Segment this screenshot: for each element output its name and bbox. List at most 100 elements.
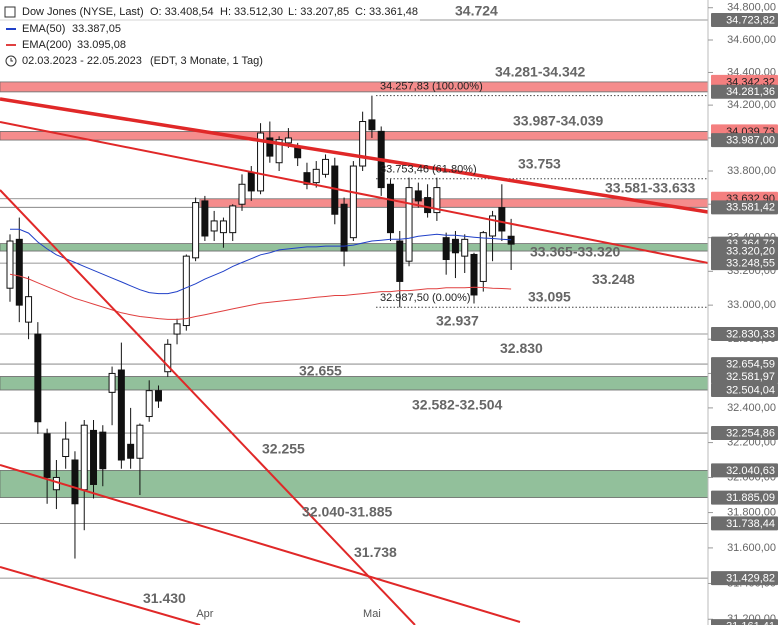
candle-body <box>275 139 283 164</box>
candle-body <box>99 431 107 470</box>
y-tick-label: 31.800,00 <box>727 506 776 518</box>
candle-body <box>433 187 441 214</box>
price-box-label: 34.723,82 <box>726 14 775 26</box>
candle-body <box>210 220 218 232</box>
ohlc-high: H: 33.512,30 <box>220 6 283 18</box>
zone-label: 34.281-34.342 <box>495 64 586 80</box>
candle-body <box>303 172 311 185</box>
candle-body <box>164 343 172 373</box>
candle-body <box>71 459 79 505</box>
candle-body <box>238 183 246 205</box>
zone <box>0 376 709 391</box>
candle-body <box>349 165 357 239</box>
price-box-label: 31.161,41 <box>726 621 775 625</box>
candle-body <box>405 187 413 262</box>
price-box <box>711 256 778 271</box>
price-box-label: 32.830,33 <box>726 328 775 340</box>
price-box <box>711 327 778 342</box>
candle-body <box>247 172 255 192</box>
zone <box>0 131 709 141</box>
candle-body <box>43 433 51 478</box>
x-tick-label: Mai <box>363 608 381 620</box>
price-box <box>711 382 778 397</box>
price-box-label: 32.040,63 <box>726 465 775 477</box>
candle-body <box>173 323 181 335</box>
candle-body <box>136 424 144 459</box>
y-tick-label: 34.800,00 <box>727 2 776 14</box>
ema-line <box>10 228 512 295</box>
zone-label: 32.582-32.504 <box>412 397 503 413</box>
candle-body <box>312 168 320 184</box>
clock-icon <box>5 55 17 67</box>
trend-line <box>0 121 709 264</box>
ohlc-close: C: 33.361,48 <box>355 6 418 18</box>
price-box-label: 33.581,42 <box>726 202 775 214</box>
price-box <box>711 571 778 586</box>
price-box <box>711 357 778 372</box>
candle-body <box>145 390 153 418</box>
x-tick-label: Apr <box>196 608 213 620</box>
candle-body <box>257 132 265 192</box>
price-box-label: 33.248,55 <box>726 258 775 270</box>
candle-body <box>127 443 135 459</box>
y-tick-label: 33.000,00 <box>727 299 776 311</box>
candle-body <box>442 237 450 261</box>
level-label: 32.830 <box>500 340 543 356</box>
price-box <box>711 463 778 478</box>
zone-label: 33.581-33.633 <box>605 180 696 196</box>
y-tick-label: 34.200,00 <box>727 99 776 111</box>
candle-body <box>80 424 88 491</box>
zone-label: 33.987-34.039 <box>513 113 604 129</box>
ema-line <box>9 273 512 320</box>
candle-body <box>6 240 14 289</box>
range-info: (EDT, 3 Monate, 1 Tag) <box>150 55 263 67</box>
trend-line <box>0 566 201 625</box>
level-label: 34.724 <box>455 3 498 19</box>
candle-body <box>368 119 376 131</box>
y-tick-label: 31.600,00 <box>727 542 776 554</box>
candle-body <box>386 183 394 234</box>
price-box-label: 33.987,00 <box>726 135 775 147</box>
candle-body <box>396 240 404 282</box>
price-box-label: 31.429,82 <box>726 573 775 585</box>
price-box <box>711 426 778 441</box>
instrument-icon <box>4 6 16 18</box>
trend-line <box>0 97 709 214</box>
candle-body <box>359 121 367 167</box>
y-tick-label: 32.400,00 <box>727 402 776 414</box>
trend-line <box>0 189 416 625</box>
level-label: 32.937 <box>436 313 479 329</box>
legend: Dow Jones (NYSE, Last) O: 33.408,54 H: 3… <box>0 0 420 70</box>
price-box-label: 31.738,44 <box>726 518 775 530</box>
price-box <box>711 133 778 148</box>
zone <box>0 470 709 498</box>
candle-body <box>90 429 98 485</box>
price-box <box>711 369 778 384</box>
candle-body <box>154 390 162 402</box>
legend-value: 33.095,08 <box>77 39 126 51</box>
price-box <box>711 619 778 625</box>
ohlc-open: O: 33.408,54 <box>150 6 214 18</box>
legend-background <box>0 0 420 70</box>
level-label: 33.248 <box>592 271 635 287</box>
candle-body <box>489 215 497 237</box>
candle-body <box>219 220 227 234</box>
candle-body <box>340 203 348 252</box>
fib-label: 32.987,50 (0.00%) <box>380 292 471 304</box>
level-label: 31.430 <box>143 590 186 606</box>
legend-label: EMA(200) <box>22 39 72 51</box>
candle-body <box>284 137 292 144</box>
legend-label: EMA(50) <box>22 23 65 35</box>
candle-body <box>507 235 515 245</box>
candle-body <box>34 333 42 423</box>
price-box-label: 31.885,09 <box>726 492 775 504</box>
candle-body <box>331 165 339 215</box>
zone-label: 32.040-31.885 <box>302 504 393 520</box>
price-box-label: 33.320,20 <box>726 245 775 257</box>
fib-label: 34.257,83 (100.00%) <box>380 81 483 93</box>
price-box <box>711 490 778 505</box>
trend-line <box>0 464 521 623</box>
candle-body <box>15 238 23 306</box>
y-axis: 31.200,0031.400,0031.600,0031.800,0032.0… <box>707 0 780 625</box>
